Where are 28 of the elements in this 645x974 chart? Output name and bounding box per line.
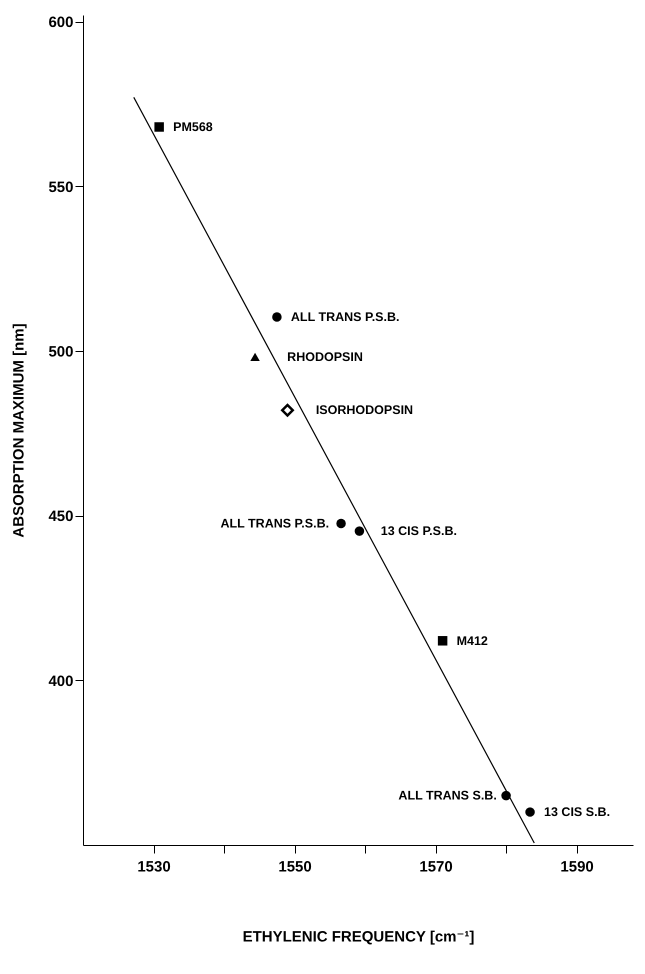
annotation: 13 CIS S.B. bbox=[544, 805, 610, 820]
y-tick-label: 550 bbox=[48, 178, 74, 196]
annotation: 13 CIS P.S.B. bbox=[380, 524, 457, 538]
annotation: RHODOPSIN bbox=[287, 350, 363, 364]
annotation: ALL TRANS P.S.B. bbox=[220, 516, 330, 531]
x-axis-title: ETHYLENIC FREQUENCY [cm⁻¹] bbox=[242, 928, 474, 946]
point bbox=[280, 404, 294, 417]
annotation: PM568 bbox=[173, 120, 213, 134]
y-axis-title: ABSORPTION MAXIMUM [nm] bbox=[10, 323, 28, 538]
x-tick-label: 1570 bbox=[419, 858, 453, 876]
y-tick-label: 450 bbox=[48, 508, 74, 526]
x-tick-label: 1590 bbox=[560, 858, 594, 876]
point bbox=[272, 312, 282, 322]
y-tick-label: 400 bbox=[48, 672, 74, 690]
point bbox=[250, 352, 260, 361]
x-tick-label: 1530 bbox=[137, 858, 171, 876]
annotation: M412 bbox=[456, 634, 488, 648]
y-tick-label: 500 bbox=[48, 343, 74, 360]
point bbox=[336, 518, 346, 528]
annotation: ALL TRANS S.B. bbox=[398, 788, 497, 803]
point bbox=[354, 526, 364, 536]
point bbox=[525, 807, 535, 817]
annotation: ISORHODOPSIN bbox=[316, 403, 414, 418]
x-tick-label: 1550 bbox=[278, 858, 312, 876]
annotation: ALL TRANS P.S.B. bbox=[290, 310, 400, 324]
point bbox=[438, 636, 448, 646]
y-tick-label: 600 bbox=[48, 14, 74, 32]
point bbox=[154, 122, 164, 132]
